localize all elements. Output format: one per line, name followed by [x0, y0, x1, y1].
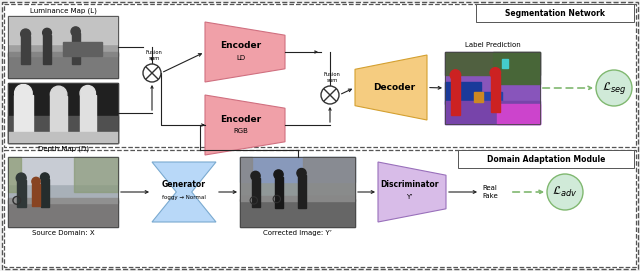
Bar [481, 92, 502, 105]
Bar [240, 199, 355, 227]
Polygon shape [355, 55, 427, 120]
Bar [8, 157, 118, 183]
Bar [493, 52, 540, 84]
Bar [502, 59, 508, 68]
Text: Corrected Image: Y’: Corrected Image: Y’ [263, 230, 332, 236]
Bar [8, 83, 118, 143]
Bar [8, 116, 118, 143]
Circle shape [547, 174, 583, 210]
Circle shape [321, 86, 339, 104]
Bar [44, 35, 51, 64]
Bar [72, 33, 79, 64]
Circle shape [490, 68, 500, 78]
Bar [240, 157, 252, 195]
Circle shape [43, 28, 51, 37]
Circle shape [40, 173, 49, 182]
Polygon shape [152, 162, 216, 222]
Bar [240, 157, 355, 182]
Circle shape [20, 29, 31, 39]
Bar [445, 82, 481, 104]
Polygon shape [205, 22, 285, 82]
Text: Fusion
sum: Fusion sum [324, 72, 340, 83]
Bar [252, 178, 260, 207]
Bar [8, 198, 118, 203]
Text: Encoder: Encoder [220, 115, 262, 124]
FancyBboxPatch shape [476, 4, 634, 22]
Bar [303, 157, 355, 195]
Text: foggy → Normal: foggy → Normal [162, 195, 206, 201]
Bar [8, 52, 118, 56]
Bar [21, 36, 30, 64]
Text: Generator: Generator [162, 180, 206, 189]
Bar [32, 183, 40, 206]
Bar [8, 200, 118, 227]
Bar [8, 132, 118, 143]
Bar [41, 179, 49, 207]
Bar [74, 157, 118, 192]
Text: Fusion
sum: Fusion sum [145, 50, 163, 61]
Bar [50, 96, 67, 137]
Bar [497, 104, 540, 124]
Text: LD: LD [236, 55, 246, 61]
Bar [445, 52, 540, 75]
Text: Real
Fake: Real Fake [482, 186, 498, 198]
Bar [4, 4, 636, 147]
Circle shape [297, 169, 306, 178]
Polygon shape [378, 162, 446, 222]
Circle shape [51, 86, 67, 103]
Text: Decoder: Decoder [374, 83, 415, 92]
Text: RGB: RGB [234, 128, 248, 134]
Text: Domain Adaptation Module: Domain Adaptation Module [487, 155, 605, 164]
Bar [17, 180, 26, 207]
Circle shape [251, 171, 260, 180]
Circle shape [80, 85, 95, 101]
Polygon shape [205, 95, 285, 155]
Text: $\mathcal{L}_{seg}$: $\mathcal{L}_{seg}$ [602, 80, 627, 96]
Circle shape [71, 27, 80, 36]
Text: Y’: Y’ [406, 194, 412, 200]
Bar [275, 177, 282, 208]
Text: Segmentation Network: Segmentation Network [505, 9, 605, 18]
Bar [8, 16, 118, 78]
Bar [298, 175, 305, 208]
Bar [4, 150, 636, 267]
Bar [474, 92, 483, 102]
Bar [240, 157, 355, 227]
Text: $\mathcal{L}_{adv}$: $\mathcal{L}_{adv}$ [552, 185, 578, 199]
Bar [79, 95, 96, 138]
Circle shape [596, 70, 632, 106]
Circle shape [15, 84, 32, 102]
Circle shape [16, 173, 26, 183]
Bar [8, 157, 118, 227]
Bar [240, 196, 355, 201]
Bar [13, 95, 33, 137]
Text: Depth Map (D): Depth Map (D) [38, 146, 88, 153]
Bar [8, 16, 118, 44]
Bar [445, 101, 540, 124]
Circle shape [450, 70, 461, 80]
FancyBboxPatch shape [458, 150, 634, 168]
Bar [8, 83, 118, 143]
Text: Label Prediction: Label Prediction [465, 42, 520, 48]
Circle shape [274, 170, 283, 179]
Text: Source Domain: X: Source Domain: X [32, 230, 94, 236]
Bar [451, 77, 460, 115]
Bar [445, 52, 540, 124]
Text: Discriminator: Discriminator [380, 180, 438, 189]
Text: Encoder: Encoder [220, 41, 262, 50]
Text: Luminance Map (L): Luminance Map (L) [29, 8, 97, 14]
Circle shape [32, 177, 40, 186]
Bar [8, 157, 21, 192]
Bar [8, 53, 118, 78]
Bar [63, 42, 102, 56]
Bar [491, 75, 500, 112]
Circle shape [143, 64, 161, 82]
